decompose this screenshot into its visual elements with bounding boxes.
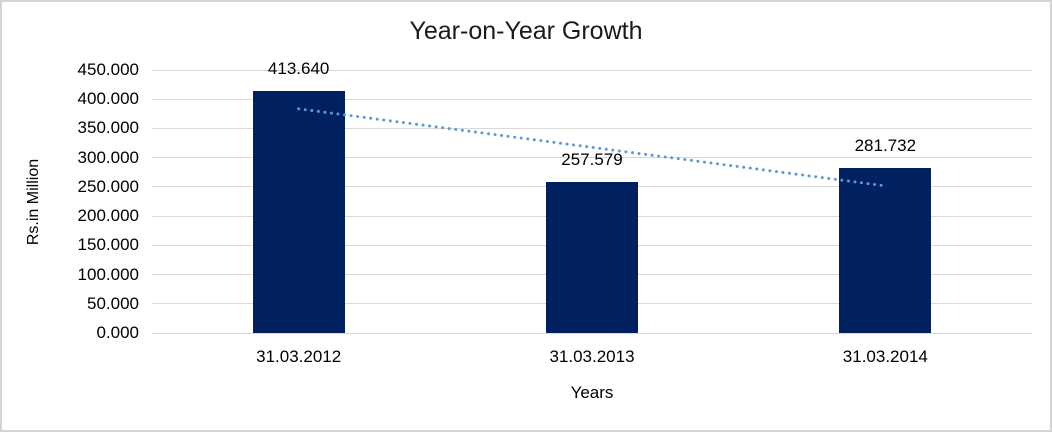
gridline bbox=[152, 69, 1032, 71]
gridline bbox=[152, 157, 1032, 159]
gridline bbox=[152, 127, 1032, 129]
y-tick-label: 250.000 bbox=[77, 176, 139, 196]
y-tick-label: 400.000 bbox=[77, 89, 139, 109]
bar-data-label: 413.640 bbox=[267, 59, 330, 79]
y-tick-label: 100.000 bbox=[77, 264, 139, 284]
x-tick-label: 31.03.2014 bbox=[842, 347, 928, 366]
bar-data-label: 257.579 bbox=[561, 150, 623, 170]
plot-area: 413.640 257.579 281.732 bbox=[152, 59, 1032, 334]
gridline bbox=[152, 98, 1032, 100]
bar bbox=[546, 182, 638, 333]
y-tick-label: 300.000 bbox=[77, 147, 139, 167]
bar bbox=[252, 91, 345, 333]
y-tick-label: 350.000 bbox=[77, 118, 139, 138]
x-tick-label: 31.03.2012 bbox=[256, 347, 342, 366]
trendline bbox=[297, 107, 887, 188]
chart-title: Year-on-Year Growth bbox=[409, 17, 643, 45]
x-tick-label: 31.03.2013 bbox=[549, 347, 635, 366]
y-axis-title: Rs.in Million bbox=[25, 158, 42, 246]
x-axis-title: Years bbox=[570, 383, 614, 402]
y-tick-label: 50.000 bbox=[87, 293, 139, 313]
bar bbox=[839, 168, 932, 333]
y-tick-label: 450.000 bbox=[77, 60, 139, 79]
bar-data-label: 281.732 bbox=[854, 136, 917, 156]
y-tick-label: 0.000 bbox=[96, 323, 139, 342]
gridline bbox=[152, 332, 1032, 334]
y-tick-label: 200.000 bbox=[77, 206, 139, 226]
y-tick-label: 150.000 bbox=[77, 235, 139, 255]
